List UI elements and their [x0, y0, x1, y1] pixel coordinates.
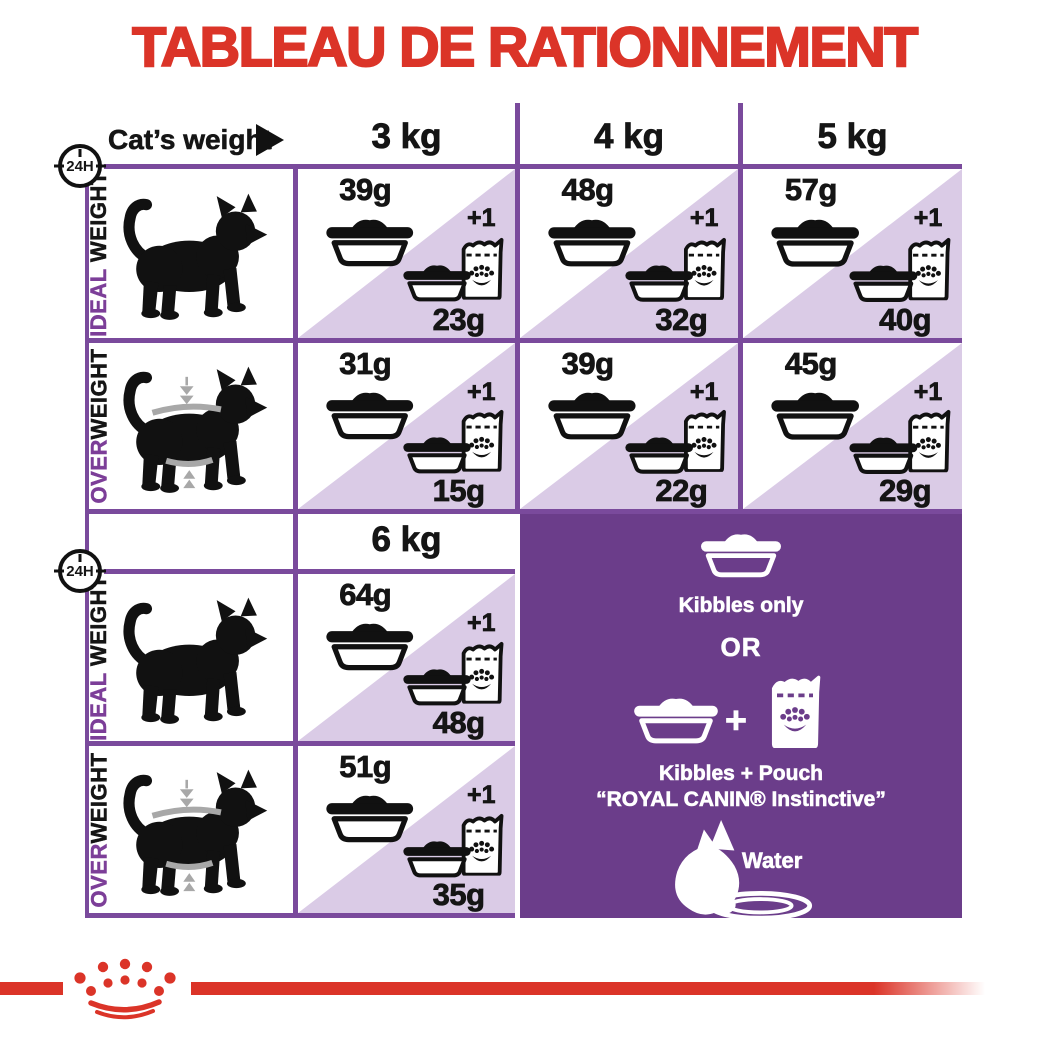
bowl-pouch-icon [846, 409, 953, 476]
clock-tick-icon [96, 164, 106, 168]
grid-line-v-2 [515, 103, 520, 514]
plus-one-label: +1 [913, 377, 943, 407]
pouch-amount: 22g [655, 473, 708, 509]
bowl-pouch-icon [622, 409, 729, 476]
kibble-amount: 45g [784, 346, 838, 382]
ideal-cat-cell [89, 574, 293, 741]
bowl-pouch-icon [400, 813, 506, 879]
footer-stripe-right [191, 982, 985, 995]
24h-badge: 24H [54, 144, 106, 188]
feeding-options-panel: Kibbles only OR + Kibbles + Pouch “ROYAL… [520, 514, 962, 918]
grid-line-h-bottom2 [85, 913, 515, 918]
plus-one-label: +1 [689, 204, 719, 233]
bowl-pouch-icon [846, 237, 953, 304]
kibble-amount: 57g [784, 172, 838, 208]
column-header-5kg: 5 kg [817, 117, 888, 157]
ideal-cat-icon [101, 589, 281, 726]
cats-weight-label: Cat’s weight [108, 124, 272, 156]
plus-one-label: +1 [913, 204, 943, 233]
overweight-cat-cell [89, 746, 293, 913]
ideal-cat-cell [89, 169, 293, 338]
clock-tick-icon [78, 149, 82, 157]
24h-badge-label: 24H [66, 562, 94, 580]
pouch-amount: 35g [432, 877, 485, 913]
pouch-amount: 32g [655, 302, 708, 338]
clock-tick-icon [96, 569, 106, 573]
pouch-amount: 23g [432, 302, 485, 338]
grid-line-v-left [85, 164, 89, 514]
kibble-amount: 51g [339, 749, 392, 785]
cell-ideal-4kg: 48g +1 32g [520, 169, 738, 338]
plus-one-label: +1 [689, 377, 719, 407]
overweight-cat-icon [101, 358, 281, 495]
kibble-amount: 64g [339, 577, 392, 613]
bowl-pouch-icon [400, 237, 506, 303]
grid-line-h-mid [85, 338, 962, 343]
bowl-pouch-icon [400, 409, 506, 475]
plus-one-label: +1 [466, 781, 496, 810]
column-header-4kg: 4 kg [593, 117, 665, 157]
footer-stripe-left [0, 982, 63, 995]
royal-canin-crown-logo [64, 948, 186, 1028]
kibbles-pouch-label: Kibbles + Pouch [659, 762, 824, 786]
pouch-product-label: “ROYAL CANIN® Instinctive” [596, 788, 886, 812]
kibble-bowl-icon [697, 530, 785, 580]
grid-line-v-3 [738, 103, 743, 514]
ideal-cat-icon [101, 185, 281, 322]
column-header-6kg: 6 kg [371, 520, 442, 560]
clock-tick-icon [54, 569, 64, 573]
clock-tick-icon [54, 164, 64, 168]
cell-overweight-4kg: 39g +1 22g [520, 343, 738, 509]
cell-overweight-6kg: 51g +1 35g [298, 746, 515, 913]
plus-one-label: +1 [466, 609, 496, 638]
grid-line-h-bottom [85, 509, 962, 514]
overweight-cat-cell [89, 343, 293, 509]
or-label: OR [720, 632, 762, 663]
cell-overweight-5kg: 45g +1 29g [743, 343, 962, 509]
bowl-pouch-icon [622, 237, 729, 304]
pouch-amount: 40g [879, 302, 932, 338]
kibble-amount: 39g [339, 172, 392, 208]
cell-ideal-3kg: 39g +1 23g [298, 169, 515, 338]
arrow-right-icon [256, 124, 284, 156]
column-header-3kg: 3 kg [371, 117, 442, 157]
grid-line-v-left2 [85, 509, 89, 918]
pouch-amount: 29g [879, 473, 932, 509]
grid-line-v-1 [293, 164, 298, 514]
kibble-amount: 31g [339, 346, 392, 382]
grid-line-h-6kg [104, 569, 515, 574]
pouch-amount: 48g [432, 705, 485, 741]
pouch-icon [768, 674, 822, 748]
water-label: Water [742, 848, 803, 874]
24h-badge: 24H [54, 549, 106, 593]
bowl-pouch-icon [400, 641, 506, 707]
page-title: TABLEAU DE RATIONNEMENT [131, 14, 919, 79]
plus-one-label: +1 [466, 377, 496, 407]
24h-badge-label: 24H [66, 157, 94, 175]
overweight-cat-icon [101, 761, 281, 898]
cell-overweight-3kg: 31g +1 15g [298, 343, 515, 509]
kibble-amount: 39g [561, 346, 614, 382]
clock-tick-icon [78, 554, 82, 562]
pouch-amount: 15g [432, 473, 485, 509]
grid-line-h-top [104, 164, 962, 169]
plus-sign: + [724, 700, 748, 743]
kibbles-only-label: Kibbles only [678, 594, 804, 618]
grid-line-v-4 [293, 509, 298, 918]
grid-line-h-mid2 [85, 741, 515, 746]
kibble-amount: 48g [561, 172, 614, 208]
plus-one-label: +1 [466, 204, 496, 233]
cell-ideal-6kg: 64g +1 48g [298, 574, 515, 741]
cell-ideal-5kg: 57g +1 40g [743, 169, 962, 338]
